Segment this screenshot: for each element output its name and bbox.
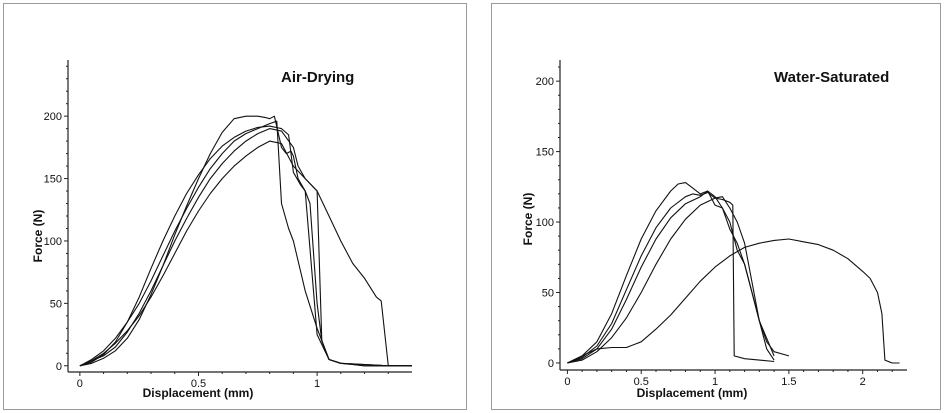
y-tick-label: 50 [542,288,554,300]
y-tick-label: 0 [56,361,62,373]
y-tick-label: 200 [536,76,554,88]
y-tick-label: 50 [50,298,62,310]
y-axis-label: Force (N) [521,193,535,246]
series-line-4 [567,196,775,364]
series-line-2 [79,125,412,367]
x-tick-label: 1.5 [781,376,796,388]
chart-water-saturated: Water-Saturated Displacement (mm) Force … [521,60,907,400]
chart-title: Water-Saturated [774,69,889,86]
series-line-2 [567,191,775,364]
y-tick-label: 100 [44,236,62,248]
x-tick-label: 2 [860,376,866,388]
x-tick-label: 1 [314,378,320,390]
y-tick-label: 100 [536,217,554,229]
x-axis-label: Displacement (mm) [637,386,748,400]
y-axis-label: Force (N) [31,210,45,263]
chart-panel-water-saturated: Water-Saturated Displacement (mm) Force … [491,3,941,410]
chart-title: Air-Drying [281,69,354,86]
chart-panel-air-drying: Air-Drying Displacement (mm) Force (N) 0… [3,3,467,410]
chart-air-drying: Air-Drying Displacement (mm) Force (N) 0… [31,60,412,400]
y-tick-label: 0 [548,358,554,370]
series-line-3 [567,190,790,364]
x-axis-label: Displacement (mm) [143,386,254,400]
x-tick-label: 0.5 [191,378,206,390]
series-line-5 [567,238,900,364]
series-line-3 [79,140,412,367]
x-tick-label: 0 [77,378,83,390]
y-tick-label: 150 [44,174,62,186]
y-tick-label: 200 [44,111,62,123]
x-tick-label: 0 [564,376,570,388]
y-tick-label: 150 [536,147,554,159]
series-line-5 [79,128,412,367]
x-tick-label: 1 [712,376,718,388]
x-tick-label: 0.5 [634,376,649,388]
series-line-1 [567,182,775,364]
